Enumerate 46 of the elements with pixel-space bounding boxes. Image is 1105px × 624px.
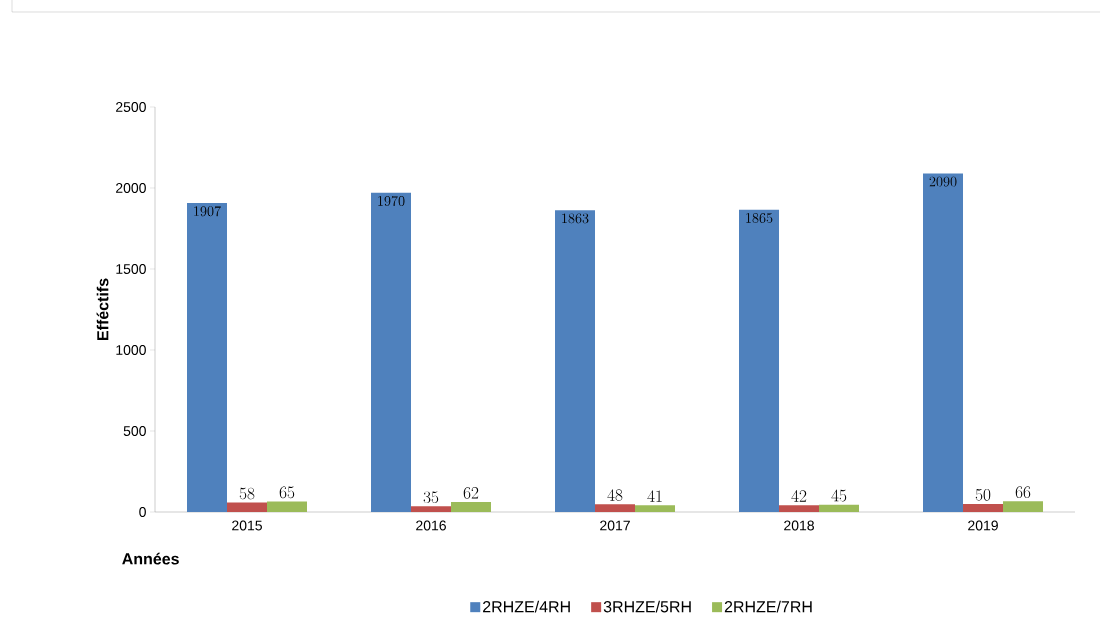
legend-label: 2RHZE/4RH [483, 600, 570, 613]
legend-label: 3RHZE/5RH [603, 600, 691, 613]
bar [187, 203, 227, 512]
x-tick-label: 2015 [232, 520, 262, 531]
bar [227, 502, 267, 512]
bar [595, 504, 636, 512]
data-label: 66 [1015, 486, 1031, 499]
bar [963, 503, 1004, 512]
bar [779, 505, 820, 512]
data-label: 1907 [194, 206, 221, 217]
y-tick-label: 2000 [116, 183, 146, 193]
data-label: 42 [791, 490, 807, 502]
data-label: 62 [463, 487, 479, 499]
x-tick-label: 2017 [600, 520, 630, 531]
data-label: 41 [647, 490, 662, 502]
data-label: 2090 [929, 176, 957, 187]
data-label: 58 [239, 487, 255, 500]
legend-label: 2RHZE/7RH [724, 600, 812, 613]
bar [555, 210, 595, 512]
bar [267, 501, 307, 512]
data-label: 1863 [562, 213, 589, 224]
data-label: 65 [279, 486, 295, 499]
data-label: 50 [975, 488, 991, 501]
x-tick-label: 2019 [968, 520, 998, 531]
bar [923, 173, 964, 512]
bar [1003, 501, 1044, 512]
y-tick-label: 1500 [116, 264, 146, 274]
x-tick-label: 2016 [416, 520, 446, 531]
bar [451, 501, 492, 512]
y-tick-label: 1000 [116, 345, 146, 355]
x-tick-label: 2018 [784, 520, 814, 531]
data-label: 48 [607, 489, 623, 501]
bar [411, 506, 452, 512]
bar [635, 505, 676, 512]
bar [739, 209, 780, 512]
y-axis-title: Efféctifs [96, 278, 109, 340]
bar [819, 504, 860, 512]
data-label: 45 [831, 489, 847, 502]
y-tick-label: 0 [139, 507, 146, 517]
data-label: 1970 [378, 195, 405, 206]
y-tick-label: 500 [123, 426, 146, 436]
x-axis-title: Années [122, 552, 179, 565]
data-label: 35 [423, 491, 439, 504]
y-tick-label: 2500 [116, 102, 146, 112]
bar [371, 192, 412, 512]
data-label: 1865 [746, 213, 773, 223]
